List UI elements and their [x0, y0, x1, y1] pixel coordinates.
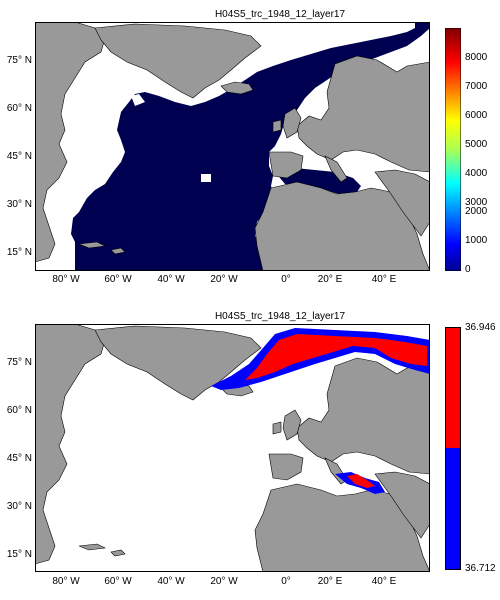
- panel1-xtick: 40° E: [371, 274, 397, 285]
- panel2-xtick: 60° W: [104, 576, 132, 587]
- panel2-cb-high: [445, 327, 461, 448]
- panel2-xtick: 40° W: [157, 576, 185, 587]
- panel2-xtick: 20° W: [210, 576, 238, 587]
- panel1-cb-tick: 8000: [465, 52, 488, 63]
- panel1-cb-tick: 2000: [465, 206, 488, 217]
- panel1-title: H04S5_trc_1948_12_layer17: [214, 9, 346, 20]
- panel2-xtick: 0°: [281, 576, 291, 587]
- panel1-xtick: 20° W: [210, 274, 238, 285]
- panel1-cb-tick: 7000: [465, 81, 488, 92]
- panel2-xtick: 20° E: [317, 576, 343, 587]
- panel1-cb-tick: 6000: [465, 110, 488, 121]
- panel2-land: [35, 324, 430, 572]
- panel1-xtick: 60° W: [104, 274, 132, 285]
- panel1-cb-tick: 3000: [465, 197, 488, 208]
- panel1-map: [35, 22, 430, 271]
- panel2-ytick: 15° N: [6, 549, 32, 560]
- panel1-cb-tick: 5000: [465, 139, 488, 150]
- panel1-colorbar: [445, 28, 461, 271]
- panel2-map: [35, 324, 430, 572]
- panel1-xtick: 40° W: [157, 274, 185, 285]
- panel1-xtick: 80° W: [52, 274, 80, 285]
- panel2-ytick: 45° N: [6, 453, 32, 464]
- panel2-cb-low: [445, 448, 461, 570]
- panel2-cb-tick: 36.712: [465, 563, 496, 574]
- panel1-cb-tick: 0: [465, 264, 471, 275]
- panel2-xtick: 80° W: [52, 576, 80, 587]
- panel1-ytick: 75° N: [6, 55, 32, 66]
- panel1-cb-tick: 4000: [465, 168, 488, 179]
- panel2-ytick: 30° N: [6, 501, 32, 512]
- panel2-colorbar: [445, 327, 461, 570]
- panel1-ytick: 60° N: [6, 103, 32, 114]
- panel2-title: H04S5_trc_1948_12_layer17: [214, 311, 346, 322]
- panel1-ytick: 45° N: [6, 151, 32, 162]
- panel2-xtick: 40° E: [371, 576, 397, 587]
- panel1-xtick: 20° E: [317, 274, 343, 285]
- panel1-xtick: 0°: [281, 274, 291, 285]
- panel1-land: [35, 22, 430, 271]
- panel1-ocean-field: [71, 22, 430, 271]
- panel2-high-band: [245, 334, 427, 380]
- panel2-ytick: 60° N: [6, 405, 32, 416]
- panel2-cb-tick: 36.946: [465, 322, 496, 333]
- panel1-cb-tick: 1000: [465, 235, 488, 246]
- panel1-ytick: 15° N: [6, 247, 32, 258]
- panel2-ytick: 75° N: [6, 357, 32, 368]
- panel1-ytick: 30° N: [6, 199, 32, 210]
